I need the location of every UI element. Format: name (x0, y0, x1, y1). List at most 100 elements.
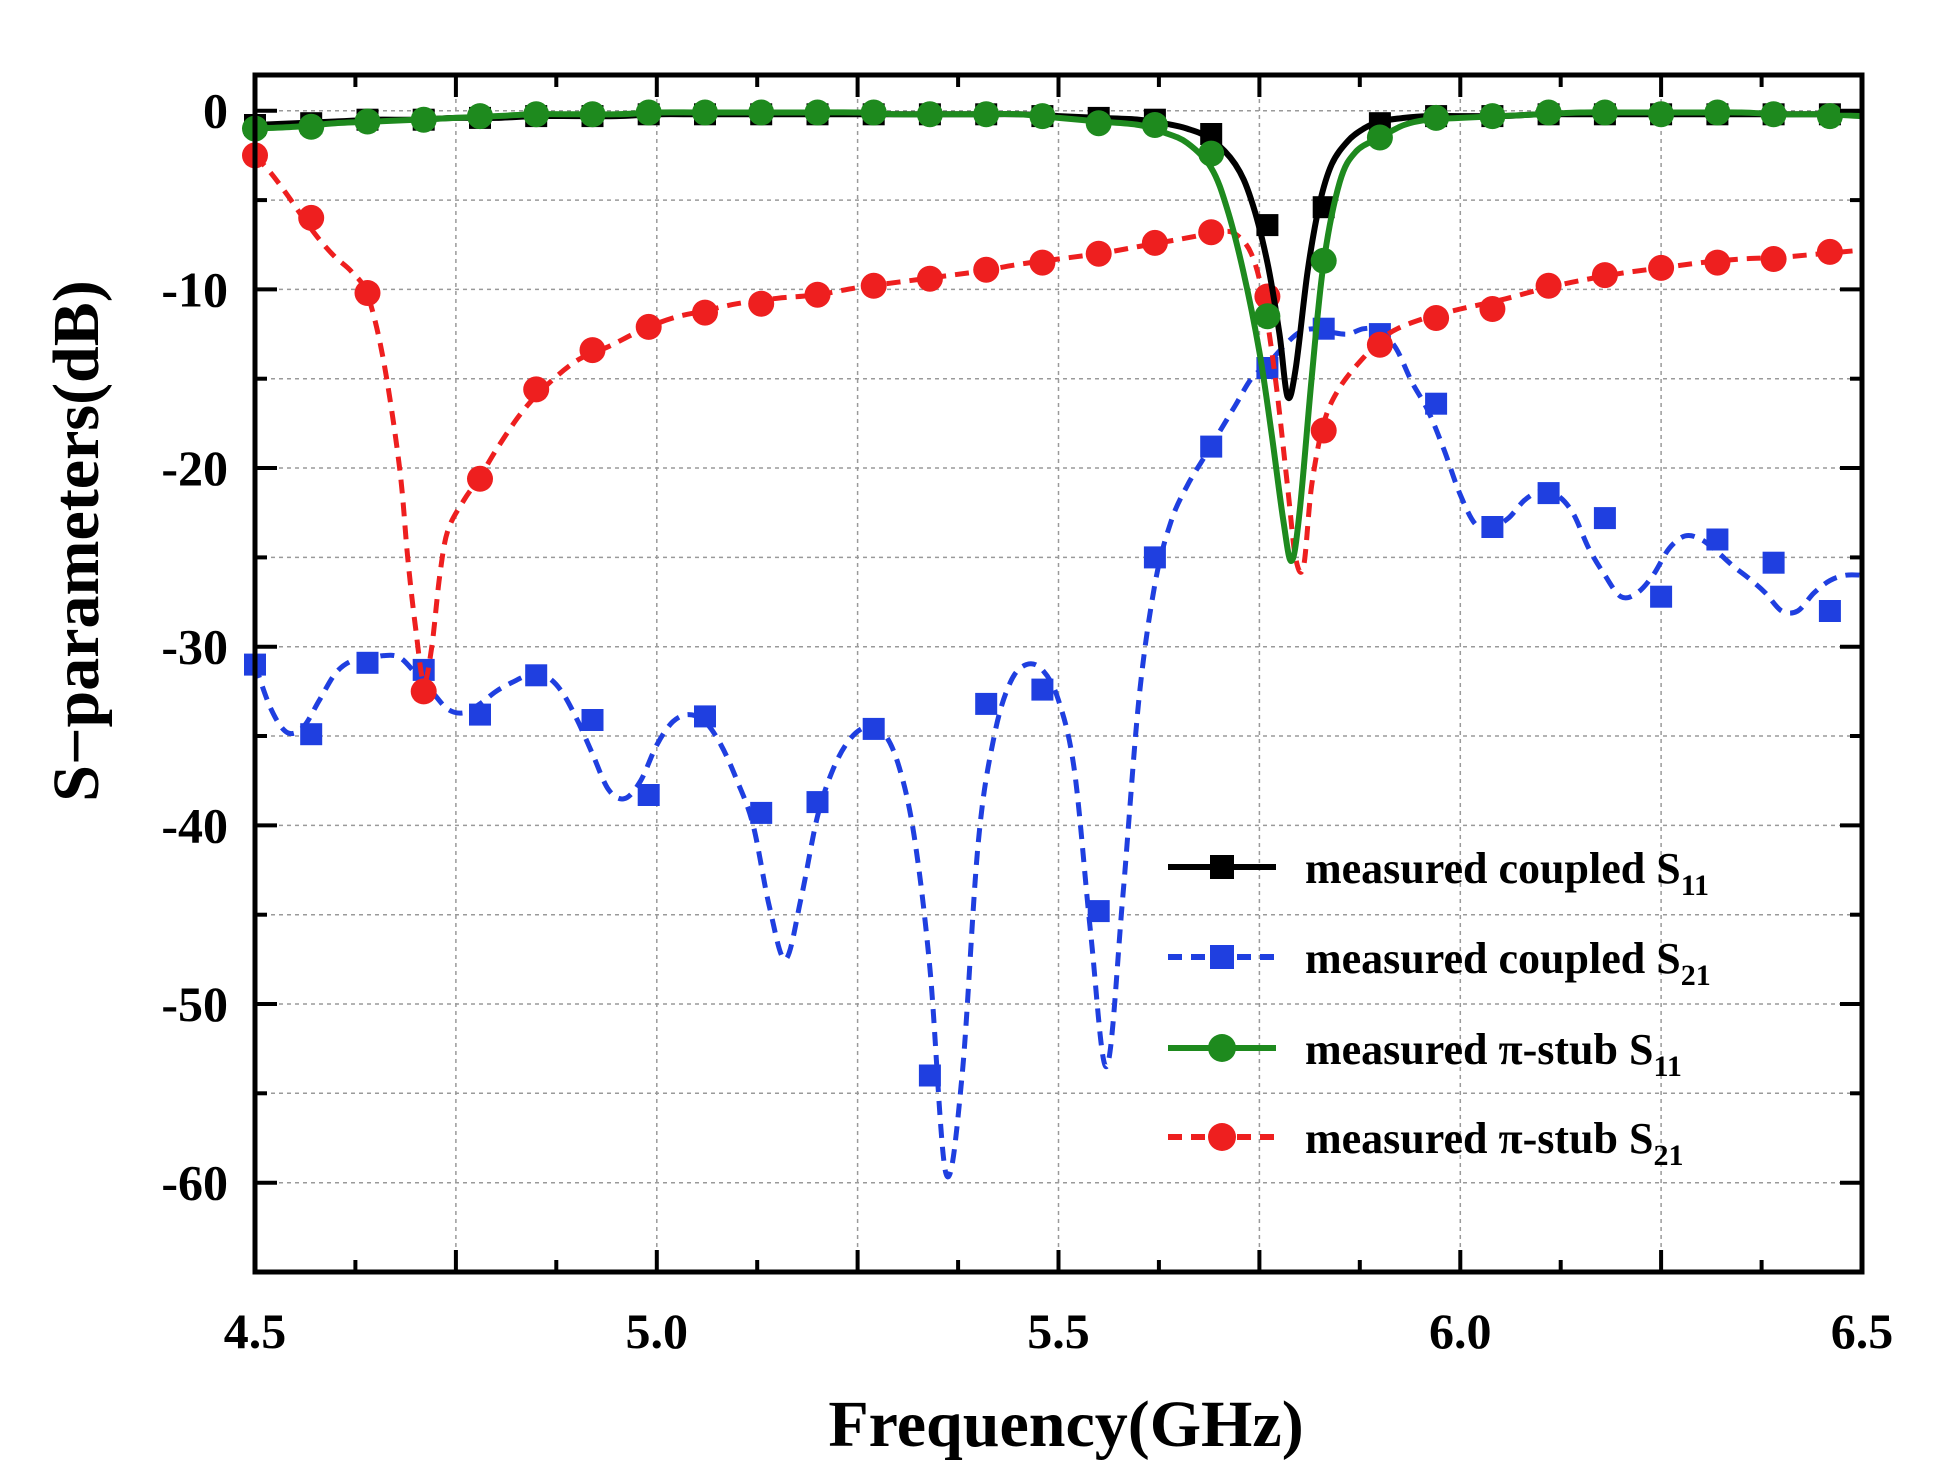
y-tick-label: -60 (161, 1155, 228, 1211)
legend-subscript: 21 (1681, 959, 1711, 992)
data-point (525, 664, 548, 687)
data-point (860, 99, 887, 126)
data-point (523, 101, 550, 128)
data-point (1591, 99, 1618, 126)
data-point (469, 703, 491, 726)
data-point (354, 280, 381, 306)
data-point (973, 256, 1000, 283)
data-point (860, 272, 887, 299)
data-point (804, 281, 831, 308)
data-point (916, 101, 943, 128)
y-tick-label: -10 (161, 261, 228, 317)
data-point (1310, 417, 1337, 444)
data-point (1535, 99, 1562, 126)
x-tick-label: 5.0 (626, 1303, 689, 1359)
data-point (356, 651, 379, 674)
legend: measured coupled S11 measured coupled S21… (1168, 844, 1711, 1172)
data-point (973, 101, 1000, 128)
data-point (1423, 305, 1450, 331)
legend-subscript: 11 (1653, 1050, 1681, 1083)
data-point (579, 337, 606, 364)
y-tick-label: -30 (161, 619, 228, 675)
data-point (1141, 112, 1168, 138)
data-point (1423, 104, 1450, 131)
data-point (1706, 528, 1729, 551)
y-tick-label: -50 (161, 976, 228, 1032)
data-point (579, 101, 606, 128)
legend-label: measured coupled S21 (1305, 934, 1711, 992)
data-point (1143, 546, 1166, 569)
data-point (1816, 238, 1843, 265)
legend-marker (1210, 945, 1234, 969)
legend-label: measured coupled S11 (1305, 844, 1709, 902)
legend-marker (1210, 855, 1234, 879)
data-point (1256, 214, 1279, 237)
data-point (410, 678, 437, 705)
legend-subscript: 21 (1653, 1139, 1683, 1172)
y-tick-label: 0 (203, 83, 228, 139)
data-point (1029, 249, 1056, 276)
data-point (1198, 219, 1225, 246)
data-point (1816, 103, 1843, 130)
data-point (1760, 246, 1787, 272)
data-point (1648, 101, 1675, 128)
legend-marker (1208, 1034, 1236, 1062)
data-point (410, 106, 437, 133)
data-point (1198, 140, 1225, 167)
y-tick-label: -40 (161, 797, 228, 853)
data-point (1425, 392, 1448, 415)
legend-label: measured π-stub S21 (1305, 1114, 1683, 1172)
series-layer (242, 99, 1863, 1180)
data-point (1593, 507, 1616, 530)
data-point (1481, 516, 1504, 538)
data-point (1591, 262, 1618, 289)
data-point (523, 376, 550, 403)
data-point (1254, 303, 1281, 330)
data-point (1029, 103, 1056, 130)
data-point (1760, 101, 1787, 128)
data-point (1085, 240, 1112, 267)
data-point (1762, 551, 1785, 574)
x-axis-title: Frequency(GHz) (828, 1388, 1303, 1461)
y-axis-title: S−parameters(dB) (40, 280, 113, 802)
legend-marker (1208, 1123, 1236, 1151)
data-point (1085, 110, 1112, 137)
data-point (1031, 678, 1054, 701)
data-point (1537, 482, 1560, 505)
data-point (1479, 296, 1506, 322)
data-point (806, 791, 829, 814)
data-point (1310, 247, 1337, 274)
data-point (1366, 331, 1393, 358)
data-point (1704, 99, 1731, 126)
x-tick-label: 6.0 (1429, 1303, 1492, 1359)
data-point (748, 99, 775, 126)
data-point (1650, 585, 1673, 608)
series-3 (242, 99, 1863, 564)
data-point (748, 290, 775, 317)
data-point (1818, 600, 1841, 622)
data-point (300, 723, 323, 746)
data-point (1479, 103, 1506, 130)
data-point (298, 113, 325, 140)
x-tick-label: 5.5 (1027, 1303, 1090, 1359)
data-point (975, 692, 998, 715)
data-point (916, 265, 943, 292)
data-point (412, 658, 435, 681)
data-point (1200, 123, 1223, 145)
x-tick-label: 4.5 (224, 1303, 287, 1359)
data-point (1087, 900, 1110, 923)
data-point (467, 103, 493, 130)
data-point (298, 204, 325, 231)
data-point (1535, 272, 1562, 299)
data-point (635, 99, 662, 126)
data-point (1141, 229, 1168, 256)
data-point (1366, 124, 1393, 151)
legend-subscript: 11 (1681, 869, 1709, 902)
axis-ticks (255, 75, 1862, 1274)
data-point (1200, 435, 1223, 458)
data-point (467, 465, 493, 492)
y-tick-label: -20 (161, 440, 228, 496)
legend-label: measured π-stub S11 (1305, 1025, 1682, 1083)
